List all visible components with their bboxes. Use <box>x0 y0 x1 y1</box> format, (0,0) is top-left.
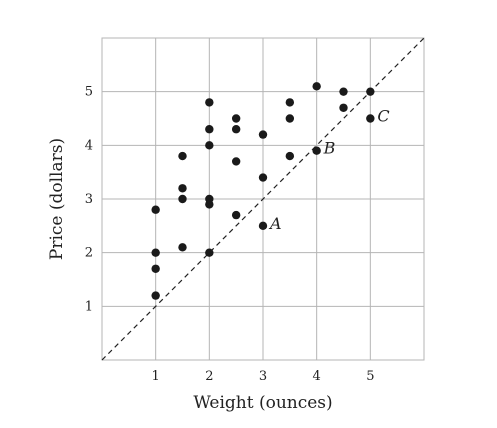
data-point <box>205 125 214 134</box>
x-tick-label: 3 <box>259 369 267 384</box>
data-point <box>231 125 241 134</box>
x-tick-label: 1 <box>152 369 160 384</box>
data-point <box>151 264 160 273</box>
y-tick-label: 4 <box>85 138 93 153</box>
data-point <box>258 130 268 139</box>
y-axis-title: Price (dollars) <box>47 138 67 260</box>
plot-frame <box>101 37 425 361</box>
data-point <box>231 157 241 166</box>
data-point <box>205 141 214 150</box>
y-tick-label: 3 <box>85 192 93 207</box>
data-point <box>151 291 160 300</box>
data-point <box>285 151 295 161</box>
data-point <box>366 87 375 96</box>
data-point <box>312 82 321 91</box>
x-axis-title: Weight (ounces) <box>193 393 332 413</box>
y-tick-label: 2 <box>85 246 93 261</box>
point-label-b: B <box>323 139 336 158</box>
y-tick-label: 1 <box>85 299 93 314</box>
data-point <box>285 98 295 107</box>
data-point <box>339 87 348 96</box>
data-point <box>258 173 268 182</box>
x-tick-labels: 1 2 3 4 5 <box>152 369 375 384</box>
data-point <box>205 248 214 257</box>
point-label-a: A <box>268 214 282 233</box>
data-point <box>178 194 187 204</box>
data-point <box>312 146 321 155</box>
point-labels: A B C <box>268 107 390 233</box>
data-point <box>231 114 241 123</box>
x-tick-label: 4 <box>313 369 321 384</box>
x-tick-label: 2 <box>205 369 213 384</box>
data-point <box>366 114 375 123</box>
data-point <box>151 205 160 214</box>
data-point <box>258 221 268 231</box>
data-point <box>339 103 348 112</box>
data-point <box>205 98 214 107</box>
data-point <box>151 248 160 257</box>
x-tick-label: 5 <box>366 369 374 384</box>
point-label-c: C <box>377 107 389 126</box>
y-tick-label: 5 <box>85 85 93 100</box>
data-point <box>205 194 214 204</box>
data-point <box>178 151 187 161</box>
data-point <box>285 114 295 123</box>
data-point <box>178 184 187 193</box>
data-points <box>151 82 375 300</box>
data-point <box>178 243 187 252</box>
y-tick-labels: 1 2 3 4 5 <box>85 85 93 315</box>
data-point <box>231 210 241 220</box>
